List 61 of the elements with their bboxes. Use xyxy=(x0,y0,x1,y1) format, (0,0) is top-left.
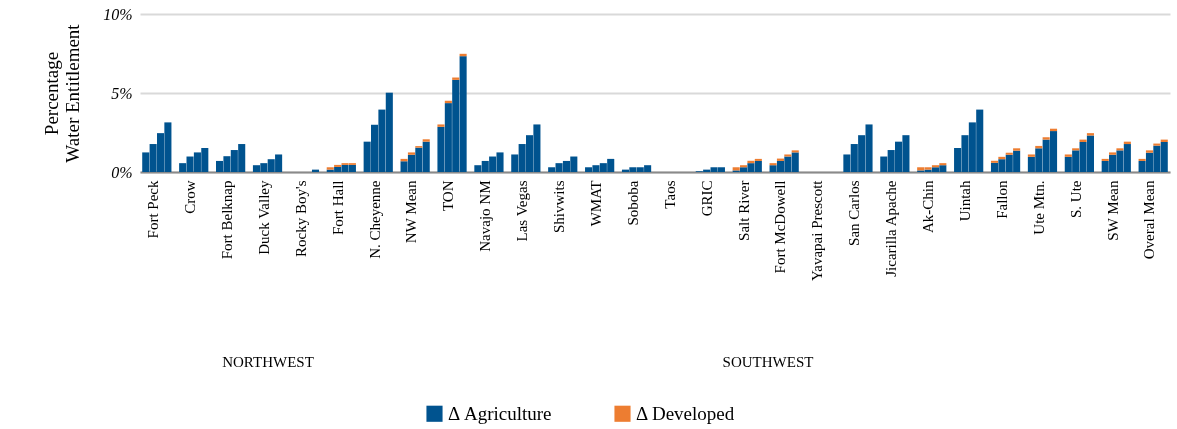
x-tick-label: Overal Mean xyxy=(1141,180,1158,260)
x-tick-label: Las Vegas xyxy=(514,180,531,242)
text: NORTHWEST xyxy=(222,354,314,370)
x-tick-label: GRIC xyxy=(698,180,715,217)
y-tick-label: 5% xyxy=(111,84,133,102)
bar xyxy=(1072,148,1080,151)
x-tick-label: Duck Valley xyxy=(255,180,272,255)
x-tick-label: Fort Belknap xyxy=(218,180,235,260)
x-tick-label: Salt River xyxy=(735,180,752,241)
bar xyxy=(1086,133,1094,136)
x-tick-label: San Carlos xyxy=(846,180,863,246)
bar xyxy=(1027,154,1035,157)
bar xyxy=(1138,158,1146,161)
y-axis-title: Percentage Water Entitlement xyxy=(41,23,84,163)
bar xyxy=(1013,148,1021,151)
legend-label: Δ Developed xyxy=(636,402,735,424)
bar xyxy=(1109,152,1117,155)
bar xyxy=(1042,137,1050,140)
x-tick-label: Soboba xyxy=(624,180,641,226)
x-tick-label: NW Mean xyxy=(403,180,420,244)
bar xyxy=(422,139,430,142)
x-tick-label: SW Mean xyxy=(1104,180,1121,241)
bar xyxy=(437,124,445,127)
x-tick-label: Rocky Boy's xyxy=(292,180,309,257)
bar xyxy=(740,165,748,168)
bar xyxy=(784,154,792,157)
bar xyxy=(1145,150,1154,153)
x-tick-label: Fort McDowell xyxy=(772,180,789,274)
bar xyxy=(1005,152,1013,155)
x-tick-label: Jicarilla Apache xyxy=(883,180,900,277)
bar xyxy=(791,150,799,153)
x-tick-label: Shivwits xyxy=(551,180,568,234)
x-tick-label: Fort Hall xyxy=(329,180,346,236)
x-tick-label: Fort Peck xyxy=(145,180,162,239)
bar xyxy=(1064,154,1072,157)
x-tick-label: S. Ute xyxy=(1067,180,1084,218)
y-tick-label: 10% xyxy=(103,5,133,23)
bar xyxy=(1116,148,1124,151)
x-tick-label: N. Cheyenne xyxy=(366,180,383,259)
bar xyxy=(407,152,415,155)
x-tick-label: TON xyxy=(440,180,457,212)
y-tick-label: 0% xyxy=(111,163,133,181)
bar xyxy=(1101,158,1109,161)
x-tick-label: WMAT xyxy=(587,180,604,227)
x-tick-label: Ak-Chin xyxy=(920,180,937,233)
x-tick-label: Taos xyxy=(661,180,678,209)
text: SOUTHWEST xyxy=(722,354,814,370)
bar xyxy=(990,160,999,163)
bar xyxy=(931,165,939,168)
bar xyxy=(769,163,777,166)
bar xyxy=(939,163,947,166)
x-tick-label: Yavapai Prescott xyxy=(809,179,826,282)
bar xyxy=(754,158,762,161)
x-tick-label: Ute Mtn. xyxy=(1030,180,1047,235)
x-tick-label: Fallon xyxy=(993,180,1010,219)
x-tick-label: Navajo NM xyxy=(477,180,494,252)
x-tick-label: Crow xyxy=(182,180,199,214)
x-tick-label: Uintah xyxy=(956,180,973,222)
bar xyxy=(334,164,342,167)
bar xyxy=(1153,143,1161,146)
legend-label: Δ Agriculture xyxy=(448,402,552,424)
